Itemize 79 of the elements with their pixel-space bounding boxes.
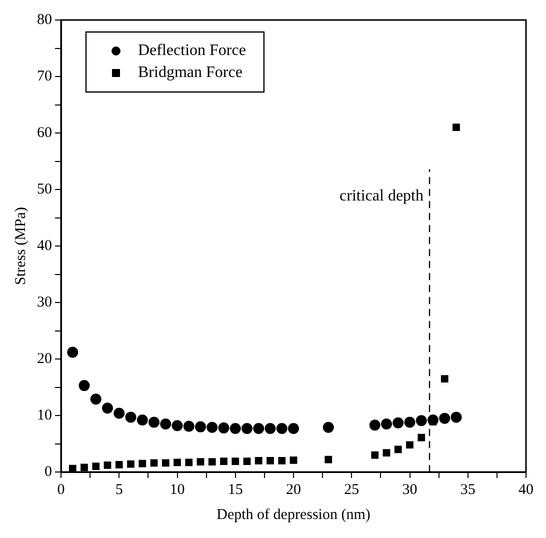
x-tick-label: 10: [170, 482, 185, 498]
point: [160, 418, 172, 430]
x-tick-label: 25: [344, 482, 360, 498]
point: [67, 346, 78, 358]
point: [78, 380, 90, 392]
point: [369, 420, 380, 431]
point: [195, 421, 206, 432]
legend-label: Deflection Force: [138, 42, 246, 60]
point: [381, 418, 392, 430]
point: [90, 394, 102, 405]
point: [102, 402, 113, 414]
point: [68, 464, 76, 472]
point: [253, 422, 264, 434]
point: [218, 422, 230, 434]
point: [172, 420, 183, 432]
y-tick-label: 80: [37, 12, 52, 28]
point: [278, 457, 286, 464]
point: [150, 459, 158, 467]
x-tick-label: 35: [460, 482, 476, 498]
point: [243, 458, 251, 465]
point: [288, 422, 299, 434]
point: [148, 416, 160, 428]
y-tick-label: 70: [37, 68, 52, 84]
point: [232, 458, 240, 465]
point: [404, 416, 416, 428]
point: [439, 412, 450, 424]
point: [290, 456, 298, 464]
y-axis-title: Stress (MPa): [12, 207, 29, 285]
point: [208, 458, 216, 466]
y-tick-label: 10: [37, 407, 52, 424]
point: [206, 422, 218, 433]
point: [276, 422, 288, 434]
point: [220, 458, 228, 465]
point: [324, 456, 332, 464]
point: [406, 441, 414, 449]
point: [452, 124, 460, 132]
y-tick-label: 20: [37, 350, 52, 367]
x-tick-label: 15: [228, 482, 243, 498]
point: [127, 460, 134, 468]
point: [242, 422, 252, 434]
point: [183, 420, 194, 432]
y-tick-label: 40: [37, 238, 52, 254]
y-tick-label: 60: [37, 124, 52, 141]
point: [114, 408, 125, 419]
point: [450, 412, 462, 423]
x-tick-label: 30: [402, 482, 418, 498]
point: [382, 449, 390, 456]
x-tick-label: 0: [57, 482, 65, 498]
point: [416, 415, 427, 426]
point: [174, 458, 181, 466]
point: [115, 460, 123, 468]
point: [125, 412, 136, 423]
x-tick-label: 40: [518, 482, 534, 498]
point: [92, 462, 100, 470]
point: [394, 446, 402, 454]
point: [162, 459, 170, 467]
point: [266, 457, 274, 464]
point: [440, 375, 448, 382]
y-tick-label: 50: [37, 181, 52, 198]
x-axis-title: Depth of depression (nm): [216, 506, 370, 523]
point: [392, 417, 404, 428]
point: [196, 458, 204, 466]
point: [185, 458, 193, 466]
x-tick-label: 20: [286, 482, 301, 498]
y-tick-label: 30: [37, 294, 52, 310]
y-tick-label: 0: [44, 464, 52, 480]
point: [254, 457, 262, 464]
point: [230, 422, 241, 434]
point: [418, 434, 426, 442]
x-tick-label: 5: [115, 482, 123, 498]
point: [371, 451, 379, 459]
point: [264, 422, 276, 434]
ref-line-label: critical depth: [340, 187, 424, 204]
point: [104, 462, 112, 469]
point: [136, 414, 148, 426]
point: [138, 460, 146, 468]
point: [322, 422, 334, 433]
legend-label: Bridgman Force: [138, 64, 242, 82]
point: [80, 464, 88, 472]
